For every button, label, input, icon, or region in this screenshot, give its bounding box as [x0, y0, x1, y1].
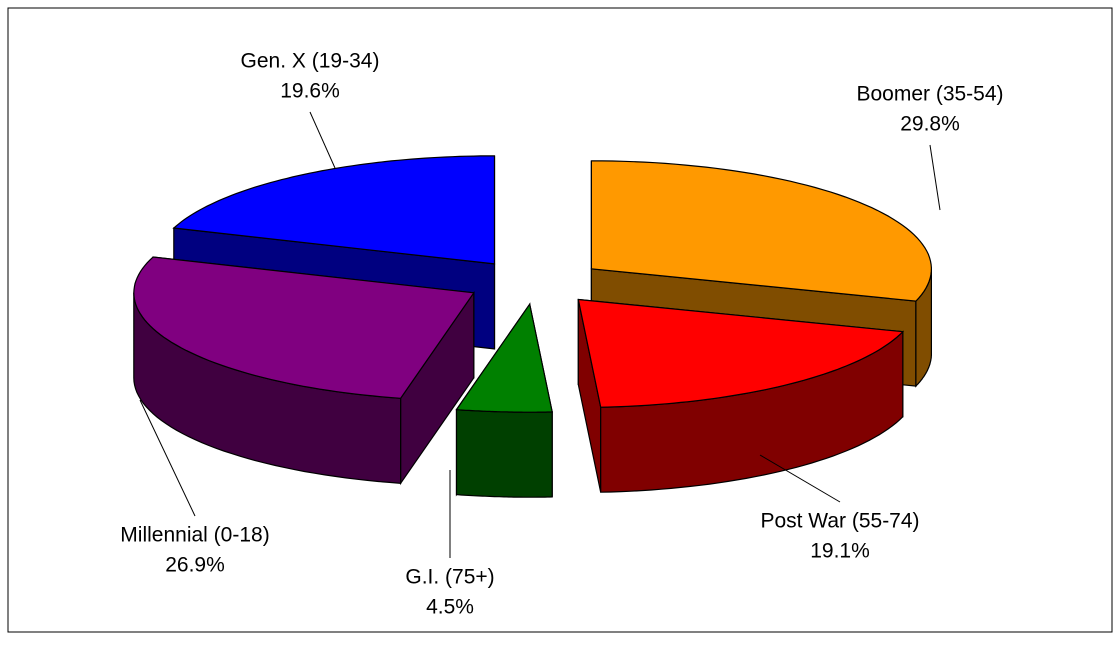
- slice-label: Post War (55-74): [760, 510, 919, 533]
- leader-line: [759, 454, 841, 503]
- leader-line: [309, 111, 336, 169]
- slice-top: [590, 160, 933, 302]
- leader-line: [139, 399, 196, 517]
- slice-top: [577, 298, 905, 408]
- slice-label: Boomer (35-54): [856, 83, 1003, 106]
- leader-line: [929, 144, 941, 211]
- slice-value-label: 19.6%: [280, 80, 340, 103]
- slice-top: [133, 256, 475, 399]
- pie-slice: [577, 298, 905, 493]
- slice-value-label: 19.1%: [810, 540, 870, 563]
- pie-slice: [455, 302, 553, 498]
- slice-value-label: 29.8%: [900, 113, 960, 136]
- slice-label: Gen. X (19-34): [241, 50, 380, 73]
- slice-top: [455, 302, 553, 413]
- slice-label: Millennial (0-18): [120, 524, 269, 547]
- slice-label: G.I. (75+): [405, 566, 494, 589]
- pie-slice: [133, 256, 475, 486]
- slice-top: [172, 155, 496, 265]
- slice-outer-wall: [455, 408, 553, 498]
- slice-value-label: 4.5%: [426, 596, 474, 619]
- slice-value-label: 26.9%: [165, 554, 225, 577]
